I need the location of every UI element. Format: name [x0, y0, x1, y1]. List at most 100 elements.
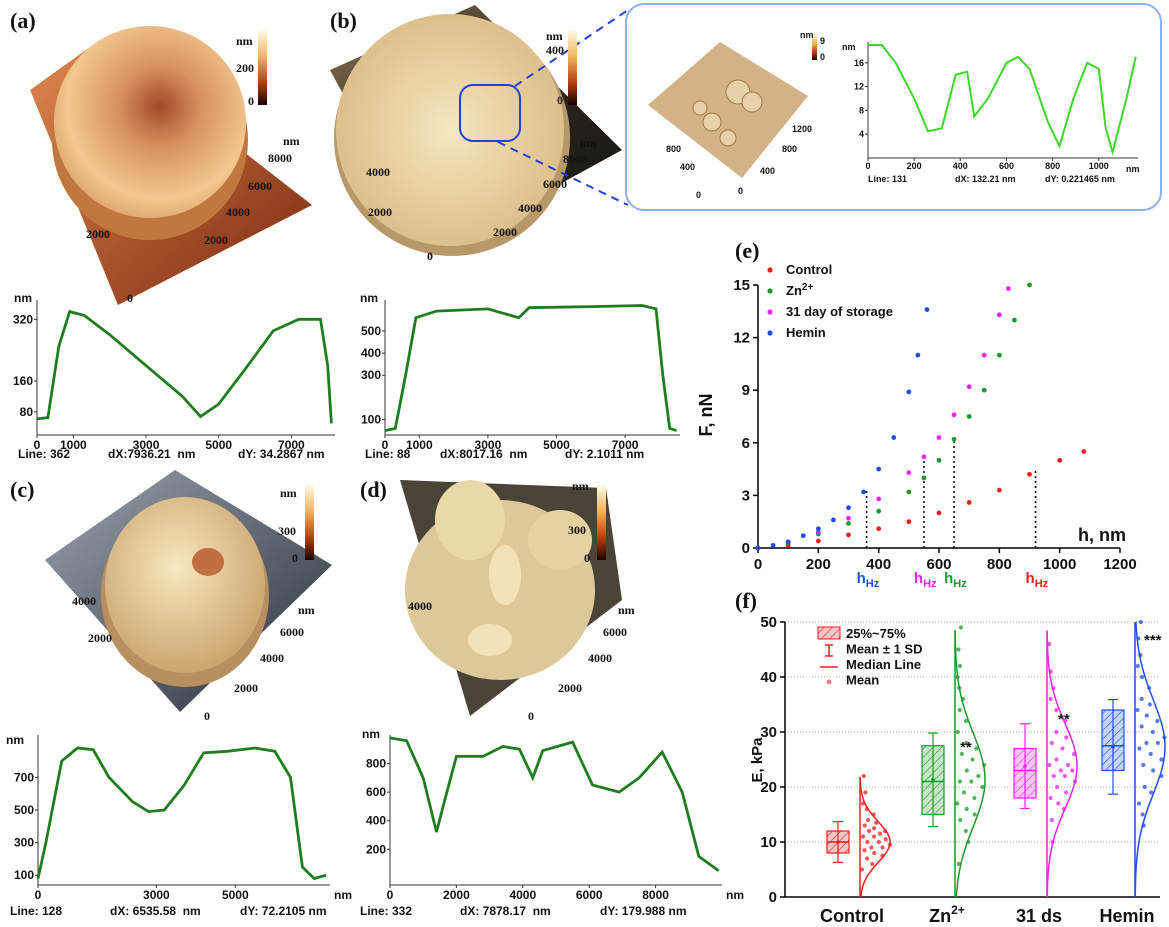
data-point: [1064, 790, 1068, 794]
data-point: [982, 388, 987, 393]
data-point: [1145, 713, 1149, 717]
axis-label: 4000: [226, 205, 250, 219]
data-point: [959, 625, 963, 629]
data-point: [872, 826, 876, 830]
legend-marker: [767, 288, 772, 293]
data-point: [962, 790, 966, 794]
data-point: [997, 312, 1002, 317]
y-tick-label: 15: [733, 277, 750, 294]
axis-label: 0: [127, 291, 133, 305]
profile-footer: dX: 7878.17 nm: [460, 904, 551, 918]
data-point: [831, 518, 836, 523]
y-unit: nm: [14, 291, 32, 305]
category-superscript: 2+: [951, 903, 965, 917]
data-point: [915, 353, 920, 358]
colorbar: [258, 30, 267, 105]
data-point: [872, 834, 876, 838]
axis-label: nm: [580, 136, 597, 150]
y-tick-label: 320: [13, 312, 33, 326]
data-point: [862, 774, 866, 778]
significance: **: [960, 739, 972, 756]
data-point: [958, 664, 962, 668]
data-point: [880, 854, 884, 858]
data-point: [952, 437, 957, 442]
data-point: [906, 519, 911, 524]
colorbar-tick-label: 300: [278, 524, 296, 538]
data-point: [861, 834, 865, 838]
profile-footer: dY: 0.221465 nm: [1045, 174, 1115, 184]
axis-label: 4000: [366, 165, 390, 179]
axis-label: nm: [298, 603, 315, 617]
axis-label: 6000: [603, 625, 627, 639]
afm-image-d: [400, 480, 622, 716]
axis-label: 6000: [280, 625, 304, 639]
profile-line: [390, 738, 719, 871]
legend-name: Hemin: [786, 325, 826, 340]
x-tick-label: 31 ds: [1016, 906, 1062, 926]
x-tick-label: 200: [907, 161, 922, 171]
category-name: 31 ds: [1016, 906, 1062, 926]
profile-footer: Line: 128: [10, 904, 62, 918]
data-point: [967, 384, 972, 389]
data-point: [956, 647, 960, 651]
data-point: [891, 435, 896, 440]
x-tick-label: 3000: [143, 888, 170, 902]
marker-label-main: h: [1026, 570, 1035, 587]
colorbar-tick-label: 9: [820, 36, 825, 46]
axis-label: nm: [283, 134, 300, 148]
data-point: [1052, 774, 1056, 778]
category-name: Zn: [929, 906, 951, 926]
data-point: [1050, 741, 1054, 745]
data-point: [861, 801, 865, 805]
data-point: [1147, 686, 1151, 690]
axis-label: 4000: [72, 594, 96, 608]
data-point: [937, 511, 942, 516]
axis-label: 8000: [563, 152, 587, 166]
legend-label: Control: [786, 262, 832, 277]
data-point: [964, 829, 968, 833]
panel-label: (d): [360, 477, 387, 502]
data-point: [1159, 774, 1163, 778]
x-unit: nm: [334, 888, 352, 902]
data-point: [1012, 318, 1017, 323]
afm-image-a: [30, 26, 312, 305]
axis-label: 2000: [204, 233, 228, 247]
data-point: [906, 489, 911, 494]
colorbar-unit: nm: [800, 30, 814, 40]
data-point: [966, 840, 970, 844]
data-point: [863, 823, 867, 827]
y-tick-label: 700: [14, 770, 34, 784]
data-point: [816, 539, 821, 544]
x-tick-label: 5000: [222, 888, 249, 902]
data-point: [863, 790, 867, 794]
data-point: [883, 829, 887, 833]
y-tick-label: 500: [361, 324, 381, 338]
data-point: [1049, 669, 1053, 673]
colorbar-unit: nm: [572, 479, 589, 493]
marker-label: hHz: [914, 570, 937, 590]
y-tick-label: 10: [760, 834, 777, 851]
data-point: [982, 353, 987, 358]
data-point: [865, 856, 869, 860]
data-point: [1060, 746, 1064, 750]
axis-label: 400: [680, 162, 695, 172]
data-point: [906, 390, 911, 395]
y-axis-title: E, kPa: [749, 737, 766, 783]
x-tick-label: 0: [754, 556, 762, 573]
axis-label: 8000: [268, 151, 292, 165]
x-tick-label: 600: [999, 161, 1014, 171]
data-point: [876, 526, 881, 531]
x-tick-label: Control: [820, 906, 884, 926]
y-tick-label: 12: [854, 82, 864, 92]
y-tick-label: 500: [14, 803, 34, 817]
axis-label: 4000: [588, 651, 612, 665]
y-tick-label: 0: [769, 889, 777, 906]
data-point: [1148, 702, 1152, 706]
data-point: [1081, 449, 1086, 454]
y-tick-label: 3: [742, 487, 750, 504]
panel-label: (f): [735, 588, 757, 613]
mean-marker: [1111, 745, 1115, 749]
category-name: Control: [820, 906, 884, 926]
y-tick-label: 400: [366, 814, 386, 828]
box: [1014, 749, 1036, 799]
